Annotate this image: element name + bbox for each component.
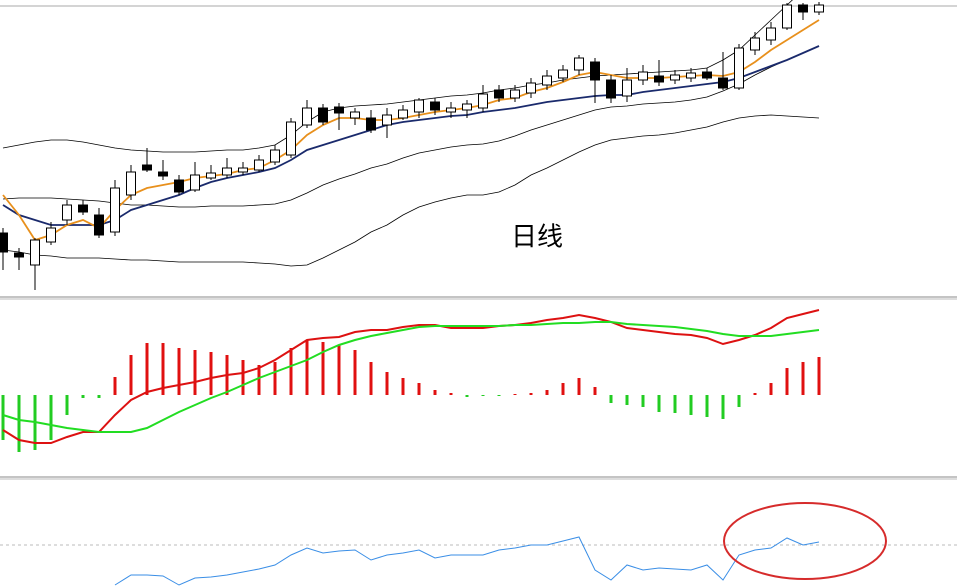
candle-body [702, 71, 712, 79]
price-panel [0, 0, 824, 290]
candle-body [334, 106, 344, 114]
candle-body [318, 107, 328, 123]
candle-body [782, 4, 792, 29]
candle-body [718, 77, 728, 89]
candle-body [414, 99, 424, 113]
candle-body [254, 159, 264, 171]
oscillator-panel [0, 536, 957, 586]
candle-body [14, 252, 24, 258]
candle-body [366, 117, 376, 131]
candle-body [238, 167, 248, 173]
candle-body [302, 107, 312, 126]
candle-body [78, 204, 88, 213]
candle-body [766, 27, 776, 41]
overlay-line [2, 0, 793, 153]
overlay-line [2, 45, 820, 226]
candle-body [126, 171, 136, 196]
candle-body [750, 37, 760, 51]
highlight-ellipse [723, 502, 887, 580]
candle-body [478, 93, 488, 109]
candle-body [398, 109, 408, 119]
overlay-line [2, 45, 820, 208]
candle-body [110, 187, 120, 233]
candle-body [814, 4, 824, 13]
candle-body [30, 239, 40, 266]
candle-body [798, 4, 808, 13]
candle-body [270, 149, 280, 163]
candle-body [142, 164, 152, 171]
candle-body [622, 79, 632, 97]
oscillator-line [114, 536, 820, 586]
annotation: 日线 [511, 223, 563, 253]
candle-body [174, 179, 184, 193]
candle-body [654, 75, 664, 83]
candle-body [638, 71, 648, 81]
candle-body [510, 89, 520, 99]
macd-line [2, 309, 820, 444]
candle-body [350, 111, 360, 119]
candle-body [158, 171, 168, 177]
candle-body [558, 69, 568, 79]
candle-body [62, 204, 72, 221]
candle-body [590, 61, 600, 81]
candle-body [190, 174, 200, 191]
candle-body [286, 121, 296, 156]
candle-body [46, 227, 56, 243]
candle-body [222, 167, 232, 176]
candle-body [734, 47, 744, 89]
candle-body [462, 103, 472, 111]
macd-line [2, 321, 820, 433]
macd-panel [1, 309, 821, 452]
candle-body [94, 214, 104, 236]
candle-body [606, 79, 616, 99]
candle-body [430, 101, 440, 111]
candle-body [526, 82, 536, 94]
overlay-line [2, 19, 820, 242]
candle-body [0, 232, 8, 253]
candle-body [542, 75, 552, 86]
candle-body [446, 107, 456, 113]
candle-body [206, 172, 216, 179]
candle-body [670, 74, 680, 81]
overlay-line [2, 114, 820, 267]
candle-body [382, 114, 392, 126]
candle-body [686, 72, 696, 79]
candle-body [494, 89, 504, 99]
candle-body [574, 57, 584, 71]
